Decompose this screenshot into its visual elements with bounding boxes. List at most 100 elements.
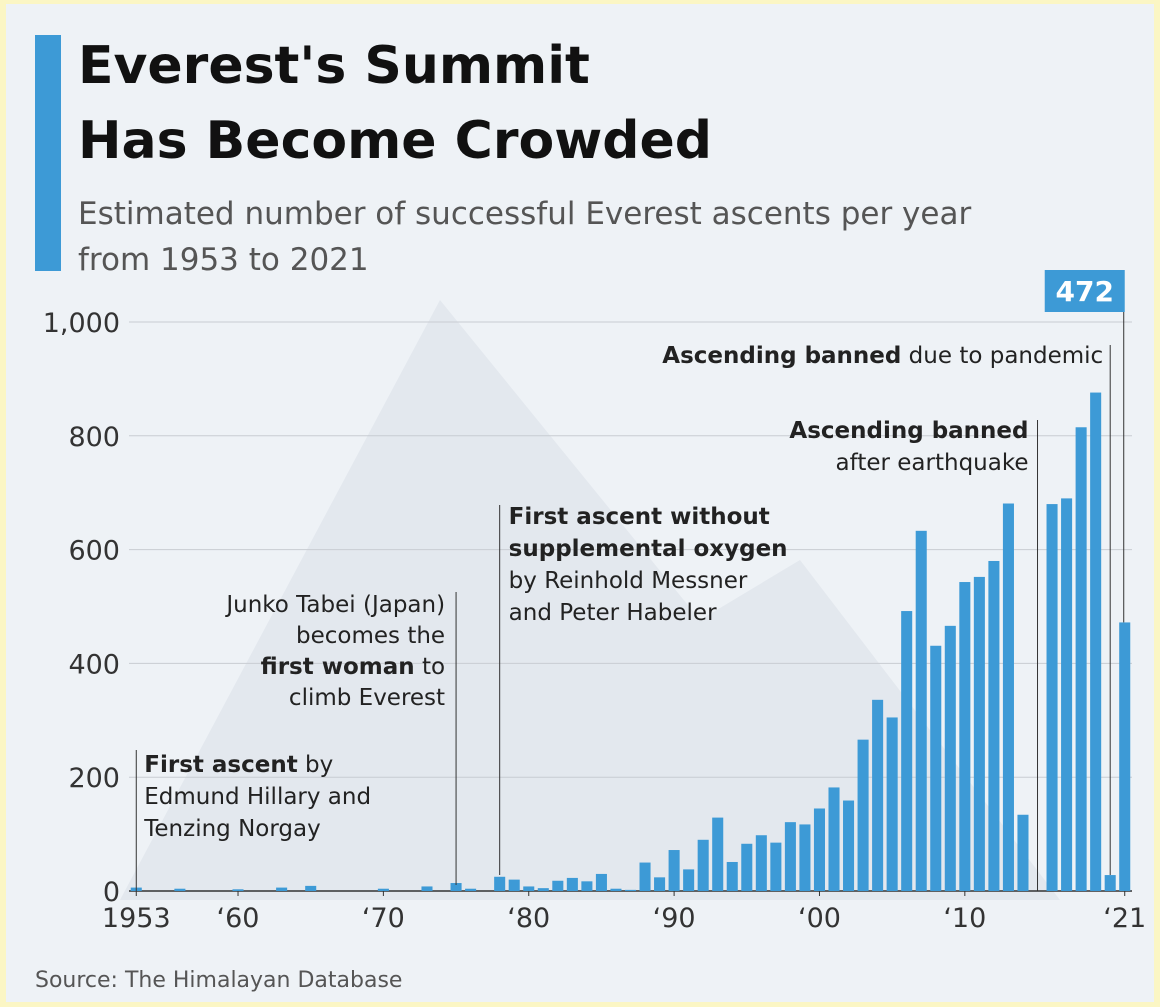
x-tick-label: ‘60	[217, 903, 260, 934]
bar	[538, 888, 549, 891]
bar	[567, 878, 578, 891]
annotation-text: first woman to	[261, 654, 445, 680]
y-tick-label: 200	[68, 763, 120, 794]
annotation-segment: climb Everest	[289, 685, 445, 711]
bar	[1003, 504, 1014, 891]
annotation-segment: First ascent	[144, 752, 297, 778]
bar	[683, 869, 694, 891]
annotation-segment: by Reinhold Messner	[509, 568, 748, 594]
x-tick-label: ‘70	[362, 903, 405, 934]
bar	[596, 874, 607, 891]
bar	[1090, 393, 1101, 891]
bar	[916, 531, 927, 891]
annotation-segment: first woman	[261, 654, 415, 680]
bar	[1076, 427, 1087, 891]
bar	[1061, 498, 1072, 891]
bar	[785, 822, 796, 891]
subtitle: from 1953 to 2021	[78, 242, 369, 278]
title-accent	[35, 35, 61, 271]
chart: Everest's Summit Has Become Crowded Esti…	[0, 0, 1160, 1007]
bar	[625, 890, 636, 891]
bar	[858, 740, 869, 891]
bar	[1105, 875, 1116, 891]
bar	[610, 889, 621, 891]
bar	[901, 611, 912, 891]
bar	[843, 801, 854, 891]
annotation-text: Ascending banned	[789, 418, 1028, 444]
annotation-text: climb Everest	[289, 685, 445, 711]
y-tick-label: 800	[68, 422, 120, 453]
bar	[945, 626, 956, 891]
annotation-segment: to	[415, 654, 445, 680]
y-tick-label: 1,000	[43, 308, 120, 339]
bar	[1047, 504, 1058, 891]
annotation-segment: Ascending banned	[662, 343, 901, 369]
annotation-segment: due to pandemic	[901, 343, 1103, 369]
x-tick-label: ‘10	[943, 903, 986, 934]
value-label: 472	[1056, 275, 1114, 308]
annotation-text: and Peter Habeler	[509, 600, 717, 626]
x-tick-label: ‘90	[653, 903, 696, 934]
annotation-text: by Reinhold Messner	[509, 568, 748, 594]
annotation-segment: becomes the	[296, 623, 445, 649]
annotation-segment: First ascent without	[509, 504, 770, 530]
bar	[232, 889, 243, 891]
bar	[581, 881, 592, 891]
bar	[741, 844, 752, 891]
annotation-text: supplemental oxygen	[509, 536, 788, 562]
bar	[305, 886, 316, 891]
bar	[712, 818, 723, 891]
bar	[421, 886, 432, 891]
y-tick-label: 600	[68, 536, 120, 567]
bar	[698, 840, 709, 891]
bar	[552, 881, 563, 891]
annotation-segment: supplemental oxygen	[509, 536, 788, 562]
annotation-text: becomes the	[296, 623, 445, 649]
x-tick-label: ‘80	[507, 903, 550, 934]
bar	[887, 717, 898, 891]
annotation-text: Edmund Hillary and	[144, 784, 371, 810]
bar	[640, 863, 651, 891]
annotation-text: Junko Tabei (Japan)	[224, 592, 445, 618]
bar	[465, 889, 476, 891]
source: Source: The Himalayan Database	[35, 968, 402, 993]
bar	[872, 700, 883, 891]
bar	[770, 843, 781, 891]
bar	[494, 877, 505, 891]
bar	[669, 850, 680, 891]
bar	[1017, 815, 1028, 891]
x-tick-label: ‘00	[798, 903, 841, 934]
annotation-segment: and Peter Habeler	[509, 600, 717, 626]
bar	[959, 582, 970, 891]
subtitle: Estimated number of successful Everest a…	[78, 196, 971, 232]
y-tick-label: 400	[68, 649, 120, 680]
bar	[1119, 622, 1130, 891]
bar	[756, 835, 767, 891]
annotation-text: First ascent by	[144, 752, 333, 778]
bar	[930, 646, 941, 891]
bar	[654, 877, 665, 891]
annotation-segment: Edmund Hillary and	[144, 784, 371, 810]
annotation-text: Tenzing Norgay	[143, 816, 320, 842]
annotation-segment: after earthquake	[836, 450, 1029, 476]
annotation-segment: Junko Tabei (Japan)	[224, 592, 445, 618]
annotation-segment: Tenzing Norgay	[143, 816, 320, 842]
bar	[174, 889, 185, 891]
bar	[799, 824, 810, 891]
annotation-text: after earthquake	[836, 450, 1029, 476]
bar	[974, 577, 985, 891]
annotation-segment: Ascending banned	[789, 418, 1028, 444]
annotation-segment: by	[298, 752, 334, 778]
chart-title: Has Become Crowded	[78, 111, 712, 171]
bar	[814, 808, 825, 891]
bar	[828, 787, 839, 891]
chart-title: Everest's Summit	[78, 36, 590, 96]
bar	[509, 880, 520, 891]
annotation-text: First ascent without	[509, 504, 770, 530]
x-tick-label: 1953	[102, 903, 171, 934]
bar	[523, 886, 534, 891]
bar	[988, 561, 999, 891]
bar	[727, 862, 738, 891]
bar	[378, 889, 389, 891]
bar	[276, 888, 287, 891]
